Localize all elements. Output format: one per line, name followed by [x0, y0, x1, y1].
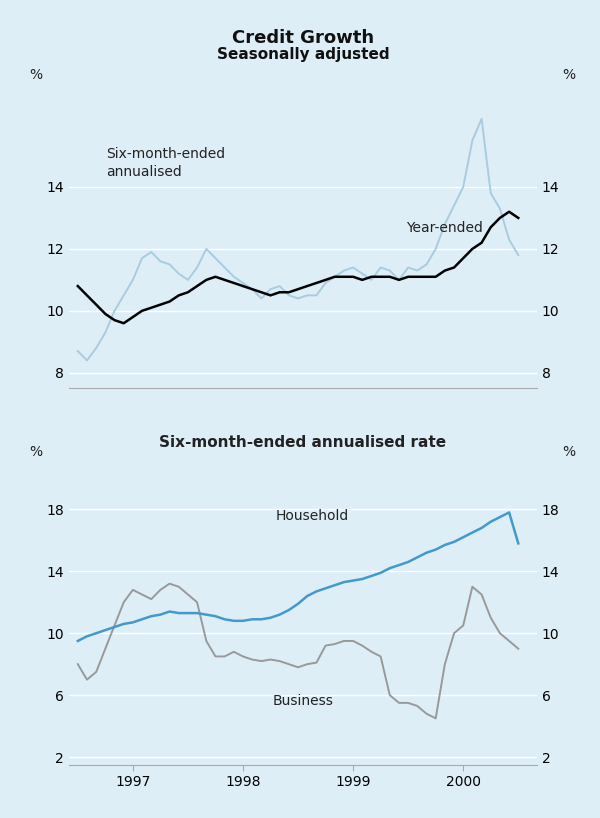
Text: Year-ended: Year-ended — [406, 221, 483, 235]
Text: Business: Business — [272, 694, 334, 708]
Text: %: % — [29, 68, 43, 83]
Text: Household: Household — [276, 509, 349, 523]
Text: Six-month-ended annualised rate: Six-month-ended annualised rate — [160, 435, 446, 450]
Text: Credit Growth: Credit Growth — [232, 29, 374, 47]
Text: %: % — [563, 68, 576, 83]
Text: %: % — [29, 445, 43, 459]
Text: Six-month-ended
annualised: Six-month-ended annualised — [106, 147, 226, 179]
Text: Seasonally adjusted: Seasonally adjusted — [217, 47, 389, 62]
Text: %: % — [563, 445, 576, 459]
